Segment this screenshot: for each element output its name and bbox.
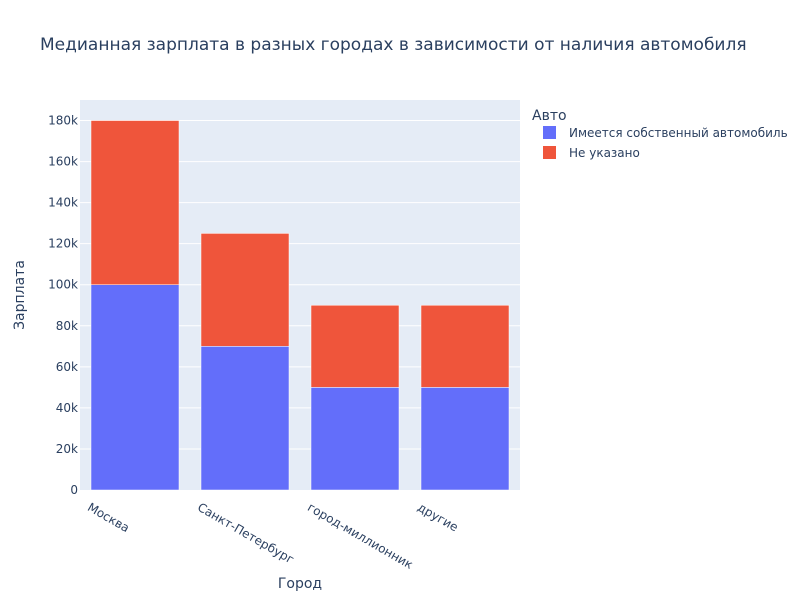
bars [90,120,510,491]
bar-own-car-0[interactable] [90,284,180,491]
x-tick-label: город-миллионник [305,500,415,572]
bar-not-specified-3[interactable] [420,305,510,388]
y-tick-label: 80k [56,319,78,333]
y-tick-label: 140k [48,196,78,210]
bar-own-car-2[interactable] [310,387,400,491]
bar-own-car-3[interactable] [420,387,510,491]
x-tick-label: другие [415,500,461,534]
bar-own-car-1[interactable] [200,346,290,491]
x-tick-label: Санкт-Петербург [195,500,296,567]
y-tick-label: 20k [56,442,78,456]
bar-not-specified-2[interactable] [310,305,400,388]
legend-title: Авто [532,108,567,124]
legend-swatch[interactable] [543,126,556,139]
x-ticks: Москва Санкт-Петербург город-миллионник дру… [85,500,461,572]
bar-not-specified-0[interactable] [90,120,180,285]
legend-label[interactable]: Не указано [569,146,640,160]
legend[interactable]: Авто Имеется собственный автомобиль Не ук… [532,108,788,160]
y-ticks: 0 20k 40k 60k 80k 100k 120k 140k 160k 180k [48,114,78,497]
y-tick-label: 60k [56,360,78,374]
y-axis-title: Зарплата [12,260,28,330]
x-axis-title: Город [278,576,322,592]
bar-not-specified-1[interactable] [200,233,290,347]
y-tick-label: 100k [48,278,78,292]
legend-label[interactable]: Имеется собственный автомобиль [569,126,788,140]
y-tick-label: 120k [48,237,78,251]
legend-swatch[interactable] [543,146,556,159]
y-tick-label: 40k [56,401,78,415]
y-tick-label: 0 [70,483,78,497]
x-tick-label: Москва [85,500,132,535]
chart-title: Медианная зарплата в разных городах в за… [40,35,747,55]
y-tick-label: 180k [48,114,78,128]
y-tick-label: 160k [48,155,78,169]
